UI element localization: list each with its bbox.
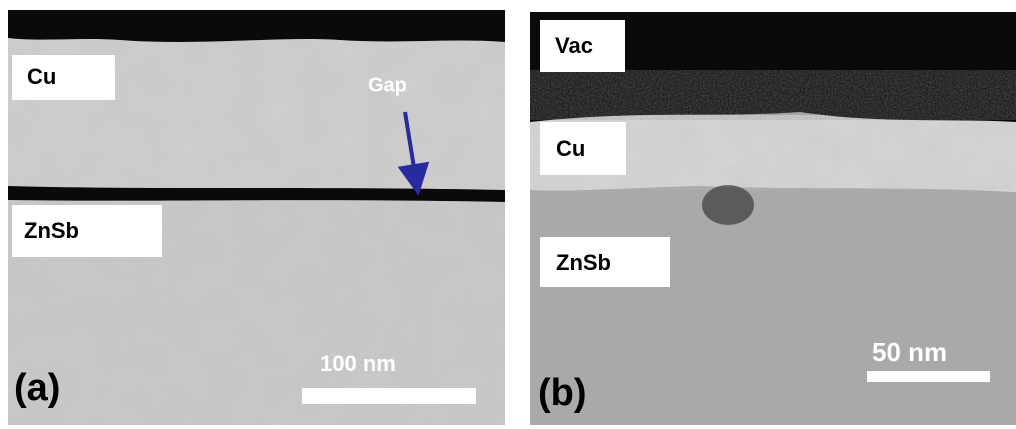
vacuum	[8, 10, 505, 42]
scale-label: 50 nm	[872, 337, 947, 367]
panel-b: Vac Cu ZnSb 50 nm (b)	[530, 12, 1016, 425]
figure: Cu ZnSb Gap 100 nm (a) Vac Cu ZnSb 50 nm…	[0, 0, 1016, 429]
scale-bar	[302, 388, 476, 404]
panel-label: (b)	[538, 372, 587, 414]
layer-label: Vac	[555, 33, 593, 58]
layer-label: ZnSb	[556, 250, 611, 275]
panel-a: Cu ZnSb Gap 100 nm (a)	[8, 10, 505, 425]
scale-label: 100 nm	[320, 351, 396, 376]
scale-bar	[867, 371, 990, 382]
layer-label: ZnSb	[24, 218, 79, 243]
annotation: Gap	[368, 74, 407, 96]
layer-label: Cu	[27, 64, 56, 89]
void	[702, 185, 754, 225]
texture	[530, 70, 1016, 120]
layer-label: Cu	[556, 136, 585, 161]
panel-label: (a)	[14, 367, 60, 409]
